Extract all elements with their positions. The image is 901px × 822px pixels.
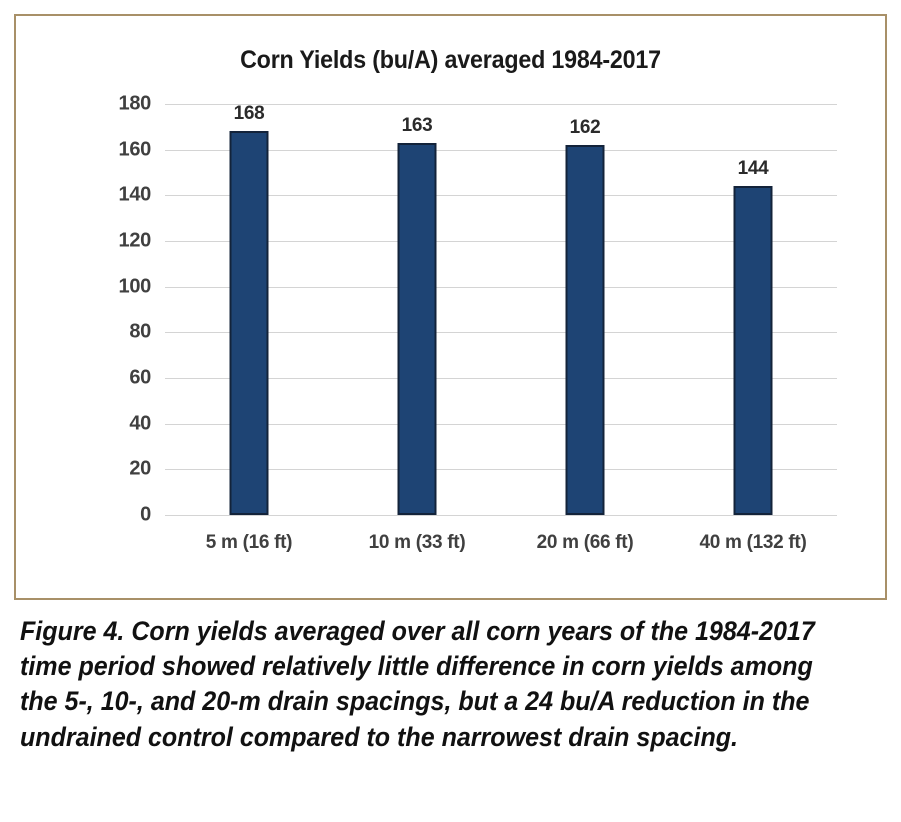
bar-value-label: 168 [233,103,265,125]
y-axis-tick-label: 160 [118,138,152,161]
gridline: 80 [129,321,837,343]
y-axis-tick-label: 180 [118,92,152,115]
bar-value-label: 163 [401,114,433,136]
gridline: 60 [129,367,837,389]
bar-value-label: 162 [569,117,601,139]
gridline: 40 [129,412,837,434]
bar[interactable] [733,186,773,515]
gridline: 140 [119,184,837,206]
y-axis-tick-label: 80 [129,320,151,343]
x-axis-tick-label: 40 m (132 ft) [699,532,807,553]
gridline: 20 [129,458,837,480]
bar-group: 162 20 m (66 ft) [501,104,669,553]
chart-title: Corn Yields (bu/A) averaged 1984-2017 [240,46,661,74]
figure-frame: Corn Yields (bu/A) averaged 1984-2017 18… [14,14,887,600]
y-axis-tick-label: 0 [140,503,151,526]
x-axis-tick-label: 10 m (33 ft) [368,532,466,553]
y-axis-tick-label: 60 [129,366,151,389]
bar[interactable] [565,145,605,515]
chart-plot-area: 180 160 140 120 100 80 60 40 20 0 168 5 m (16 ft) 1… [119,93,837,553]
bar-group: 144 40 m (132 ft) [669,104,837,553]
gridline: 100 [119,275,837,297]
gridline: 120 [119,230,837,252]
x-axis-tick-label: 20 m (66 ft) [536,532,634,553]
bar-value-label: 144 [737,158,769,180]
bar-group: 168 5 m (16 ft) [165,103,333,553]
y-axis-tick-label: 40 [129,412,151,435]
x-axis-tick-label: 5 m (16 ft) [205,532,293,553]
figure-caption: Figure 4. Corn yields averaged over all … [20,616,815,752]
y-axis-tick-label: 120 [118,229,152,252]
bar[interactable] [229,131,269,515]
y-axis-tick-label: 140 [118,183,152,206]
y-axis-tick-label: 100 [118,275,152,298]
gridline: 180 [119,93,837,115]
y-axis-tick-label: 20 [129,457,151,480]
bar-group: 163 10 m (33 ft) [333,104,501,553]
gridline: 160 [119,138,837,160]
gridline: 0 [140,504,837,526]
bar[interactable] [397,142,437,515]
